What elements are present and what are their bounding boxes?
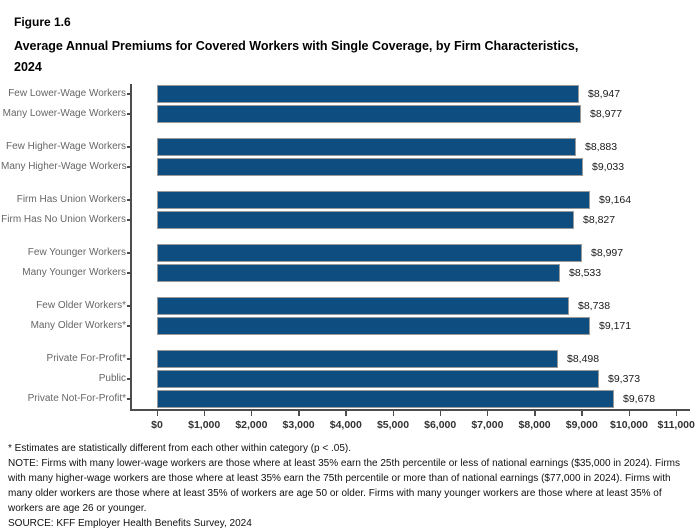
value-label: $8,738	[578, 300, 611, 312]
category-label: Many Higher-Wage Workers	[1, 161, 127, 172]
category-tick-mark	[127, 146, 131, 148]
bar	[157, 211, 574, 229]
category-label: Firm Has No Union Workers	[1, 214, 126, 225]
category-label: Public	[98, 373, 126, 384]
x-axis-tick-label: $4,000	[329, 419, 362, 431]
x-axis-tick-mark	[345, 410, 347, 416]
category-tick-mark	[127, 398, 131, 400]
x-axis-tick-mark	[628, 410, 630, 416]
value-label: $8,498	[567, 353, 600, 365]
value-label: $9,164	[599, 194, 632, 206]
x-axis-tick-mark	[581, 410, 583, 416]
value-label: $9,373	[608, 373, 641, 385]
x-axis-tick-label: $11,000	[657, 419, 695, 431]
footnotes: * Estimates are statistically different …	[8, 441, 692, 531]
x-axis-tick-label: $10,000	[610, 419, 648, 431]
category-label: Few Higher-Wage Workers	[5, 141, 126, 152]
value-label: $8,977	[590, 108, 623, 120]
x-axis-tick-label: $2,000	[235, 419, 268, 431]
x-axis-tick-label: $5,000	[376, 419, 410, 431]
x-axis-tick-mark	[250, 410, 253, 416]
category-tick-mark	[127, 305, 131, 307]
bar	[157, 85, 579, 103]
x-axis-tick-label: $3,000	[282, 419, 315, 431]
x-axis-tick-mark	[156, 410, 158, 416]
bar	[157, 158, 583, 176]
category-label: Few Older Workers*	[36, 300, 126, 311]
x-axis-tick-label: $8,000	[518, 419, 551, 431]
bar	[157, 138, 576, 156]
category-tick-mark	[127, 219, 131, 221]
value-label: $9,678	[623, 393, 656, 405]
category-label: Many Lower-Wage Workers	[2, 108, 126, 119]
category-label: Many Younger Workers	[22, 267, 126, 278]
category-label: Few Lower-Wage Workers	[8, 88, 126, 99]
category-tick-mark	[127, 378, 131, 380]
value-label: $8,947	[588, 88, 621, 100]
category-label: Private Not-For-Profit*	[27, 393, 126, 404]
x-axis-tick-mark	[203, 410, 206, 416]
footnote-significance: * Estimates are statistically different …	[8, 443, 352, 454]
category-tick-mark	[127, 272, 131, 274]
x-axis-tick-mark	[486, 410, 489, 416]
category-tick-mark	[127, 113, 131, 115]
bar	[157, 390, 614, 408]
category-label: Few Younger Workers	[27, 247, 126, 258]
figure-header: Figure 1.6 Average Annual Premiums for C…	[14, 14, 614, 78]
bar	[157, 191, 590, 209]
value-label: $9,171	[599, 320, 632, 332]
bar	[157, 264, 560, 282]
category-tick-mark	[127, 166, 131, 168]
category-tick-mark	[127, 358, 131, 360]
bar	[157, 317, 590, 335]
x-axis-tick-mark	[534, 410, 536, 416]
category-tick-mark	[127, 93, 131, 95]
x-axis-tick-label: $9,000	[565, 419, 598, 431]
bar	[157, 105, 581, 123]
y-axis-line	[130, 84, 132, 409]
x-axis-tick-label: $0	[151, 419, 163, 431]
value-label: $8,533	[569, 267, 602, 279]
x-axis-line	[130, 409, 690, 411]
category-label: Firm Has Union Workers	[16, 194, 126, 205]
footnote-note: NOTE: Firms with many lower-wage workers…	[8, 458, 680, 514]
x-axis-tick-label: $7,000	[471, 419, 504, 431]
bar	[157, 244, 582, 262]
x-axis-tick-label: $6,000	[424, 419, 457, 431]
x-axis-tick-label: $1,000	[188, 419, 221, 431]
category-label: Private For-Profit*	[46, 353, 126, 364]
category-tick-mark	[127, 325, 131, 327]
bar	[157, 350, 558, 368]
value-label: $8,827	[583, 214, 616, 226]
footnote-source: SOURCE: KFF Employer Health Benefits Sur…	[8, 518, 252, 529]
x-axis-tick-mark	[392, 410, 394, 416]
figure-number: Figure 1.6	[14, 15, 71, 29]
bar	[157, 370, 599, 388]
figure-title: Average Annual Premiums for Covered Work…	[14, 39, 579, 74]
category-label: Many Older Workers*	[30, 320, 126, 331]
x-axis-tick-mark	[439, 410, 442, 416]
x-axis-tick-mark	[675, 410, 678, 416]
chart: Few Lower-Wage Workers $8,947 Many Lower-W…	[0, 84, 698, 435]
category-tick-mark	[127, 252, 131, 254]
bar	[157, 297, 569, 315]
value-label: $9,033	[592, 161, 625, 173]
value-label: $8,997	[591, 247, 624, 259]
category-tick-mark	[127, 199, 131, 201]
x-axis-tick-mark	[298, 410, 300, 416]
value-label: $8,883	[585, 141, 618, 153]
